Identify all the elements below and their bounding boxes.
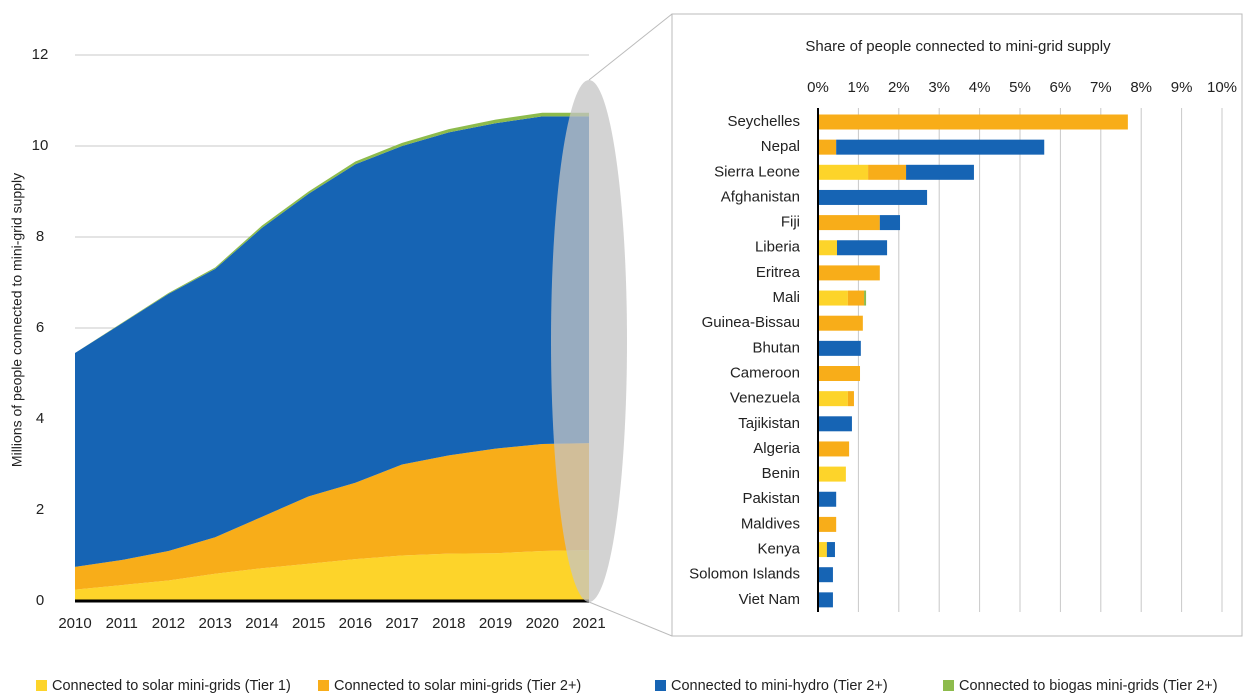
bar <box>868 164 907 180</box>
y-tick-label: Eritrea <box>756 264 801 281</box>
y-tick-label: 0 <box>36 592 44 609</box>
x-tick-label: 7% <box>1090 79 1112 96</box>
bar <box>818 164 869 180</box>
y-tick-label: Nepal <box>761 138 800 155</box>
bar <box>818 139 837 155</box>
panel-title: Share of people connected to mini-grid s… <box>805 38 1111 55</box>
x-tick-label: 2018 <box>432 615 465 632</box>
legend-swatch <box>318 680 329 691</box>
x-tick-label: 2% <box>888 79 910 96</box>
panel-border <box>671 13 1243 637</box>
area <box>75 550 589 601</box>
legend-label: Connected to solar mini-grids (Tier 2+) <box>334 678 581 694</box>
bar <box>818 240 837 256</box>
bar <box>818 567 833 583</box>
y-tick-label: Tajikistan <box>738 415 800 432</box>
x-tick-label: 2021 <box>572 615 605 632</box>
bar <box>836 139 1045 155</box>
bar <box>818 466 846 482</box>
y-tick-label: Seychelles <box>727 113 800 130</box>
bar <box>818 290 848 306</box>
x-tick-label: 2019 <box>479 615 512 632</box>
bar <box>847 290 865 306</box>
y-tick-label: Mali <box>772 289 800 306</box>
x-tick-label: 6% <box>1050 79 1072 96</box>
zoom-oval <box>551 80 627 602</box>
bar <box>818 315 863 331</box>
x-tick-label: 10% <box>1207 79 1237 96</box>
y-tick-label: Venezuela <box>730 390 801 407</box>
y-tick-label: 4 <box>36 410 44 427</box>
x-tick-label: 2016 <box>339 615 372 632</box>
y-tick-label: Solomon Islands <box>689 566 800 583</box>
x-tick-label: 2017 <box>385 615 418 632</box>
x-tick-label: 4% <box>969 79 991 96</box>
bar <box>818 340 861 356</box>
bar <box>818 416 852 432</box>
x-tick-label: 5% <box>1009 79 1031 96</box>
x-tick-label: 2012 <box>152 615 185 632</box>
bar <box>818 441 850 457</box>
y-tick-label: Guinea-Bissau <box>702 314 800 331</box>
y-tick-label: Sierra Leone <box>714 163 800 180</box>
y-tick-label: Kenya <box>757 541 800 558</box>
x-tick-label: 0% <box>807 79 829 96</box>
y-tick-label: Algeria <box>753 440 800 457</box>
y-tick-label: Pakistan <box>742 490 800 507</box>
y-tick-label: Afghanistan <box>721 188 800 205</box>
x-tick-label: 2011 <box>106 615 138 632</box>
bar <box>818 542 827 558</box>
legend-label: Connected to biogas mini-grids (Tier 2+) <box>959 678 1218 694</box>
bar <box>847 391 854 407</box>
x-tick-label: 1% <box>848 79 870 96</box>
connector <box>588 13 673 81</box>
bar <box>818 265 880 281</box>
legend-swatch <box>36 680 47 691</box>
x-tick-label: 8% <box>1130 79 1152 96</box>
bar <box>836 240 888 256</box>
bar <box>818 592 833 608</box>
x-tick-label: 2010 <box>58 615 91 632</box>
bar <box>879 215 901 231</box>
bar <box>818 366 861 381</box>
y-tick-label: 12 <box>32 46 49 63</box>
connector <box>588 601 673 637</box>
y-tick-label: Liberia <box>755 239 801 256</box>
bar <box>906 164 974 180</box>
bar <box>818 215 880 231</box>
legend-swatch <box>943 680 954 691</box>
x-tick-label: 9% <box>1171 79 1193 96</box>
y-tick-label: 10 <box>32 137 49 154</box>
y-tick-label: Fiji <box>781 214 800 231</box>
bar <box>864 290 867 306</box>
area <box>75 116 589 567</box>
x-tick-label: 3% <box>928 79 950 96</box>
x-tick-label: 2013 <box>198 615 231 632</box>
x-tick-label: 2014 <box>245 615 278 632</box>
y-tick-label: Cameroon <box>730 364 800 381</box>
legend-label: Connected to solar mini-grids (Tier 1) <box>52 678 291 694</box>
bar <box>818 114 1128 130</box>
legend-label: Connected to mini-hydro (Tier 2+) <box>671 678 888 694</box>
y-tick-label: 8 <box>36 228 44 245</box>
y-tick-label: 6 <box>36 319 44 336</box>
bar <box>818 391 848 407</box>
area <box>75 443 589 590</box>
y-axis-title: Millions of people connected to mini-gri… <box>9 173 25 467</box>
bar <box>818 189 928 205</box>
x-tick-label: 2020 <box>526 615 559 632</box>
y-tick-label: Viet Nam <box>739 591 800 608</box>
x-tick-label: 2015 <box>292 615 325 632</box>
bar <box>826 542 835 558</box>
bar <box>818 491 837 507</box>
y-tick-label: Benin <box>762 465 800 482</box>
bar <box>818 516 837 532</box>
y-tick-label: 2 <box>36 501 44 518</box>
legend-swatch <box>655 680 666 691</box>
y-tick-label: Maldives <box>741 515 800 532</box>
y-tick-label: Bhutan <box>752 339 800 356</box>
